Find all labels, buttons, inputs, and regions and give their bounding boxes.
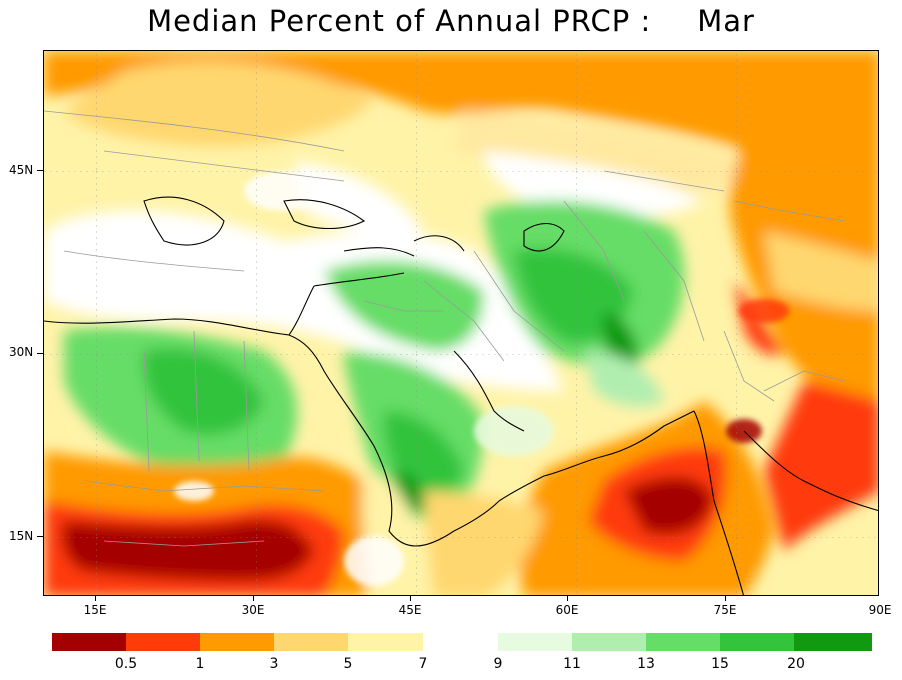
legend-label: 15 [711,656,729,672]
lat-tick-mark [37,353,43,354]
lon-tick-mark [253,596,254,601]
lat-tick-mark [37,170,43,171]
legend-label: 3 [269,656,279,672]
map-title-month: Mar [697,4,755,38]
graticule [44,51,878,595]
legend-swatch [126,633,201,651]
legend-swatch [572,633,647,651]
lat-tick-mark [37,536,43,537]
lon-tick-mark [725,596,726,601]
legend-label: 5 [343,656,353,672]
lon-tick-45: 45E [398,603,422,617]
lon-tick-mark [410,596,411,601]
legend-label: 20 [787,656,805,672]
legend-swatch [720,633,795,651]
lat-tick-30: 30N [9,345,34,359]
legend-label: 9 [493,656,503,672]
lon-tick-mark [567,596,568,601]
legend-label: 0.5 [114,656,138,672]
color-legend: 0.5 1 3 5 7 9 11 13 15 20 [0,633,902,680]
map-title: Median Percent of Annual PRCP : Mar [0,4,902,38]
lon-tick-90: 90E [868,603,892,617]
lon-tick-60: 60E [555,603,579,617]
map-title-text: Median Percent of Annual PRCP : [147,4,652,38]
legend-swatch [52,633,127,651]
legend-swatch [794,633,872,651]
legend-label: 11 [563,656,581,672]
lon-tick-30: 30E [241,603,265,617]
lon-tick-75: 75E [713,603,737,617]
legend-label: 13 [637,656,655,672]
legend-swatch [646,633,721,651]
legend-label: 7 [418,656,428,672]
legend-label: 1 [195,656,205,672]
lon-tick-mark [95,596,96,601]
precipitation-map [43,50,879,596]
legend-swatch [274,633,349,651]
lat-tick-15: 15N [9,529,34,543]
legend-swatch [200,633,275,651]
legend-swatch [498,633,573,651]
lon-tick-15: 15E [83,603,107,617]
lat-tick-45: 45N [9,163,34,177]
legend-swatch [348,633,423,651]
map-canvas [44,51,878,595]
